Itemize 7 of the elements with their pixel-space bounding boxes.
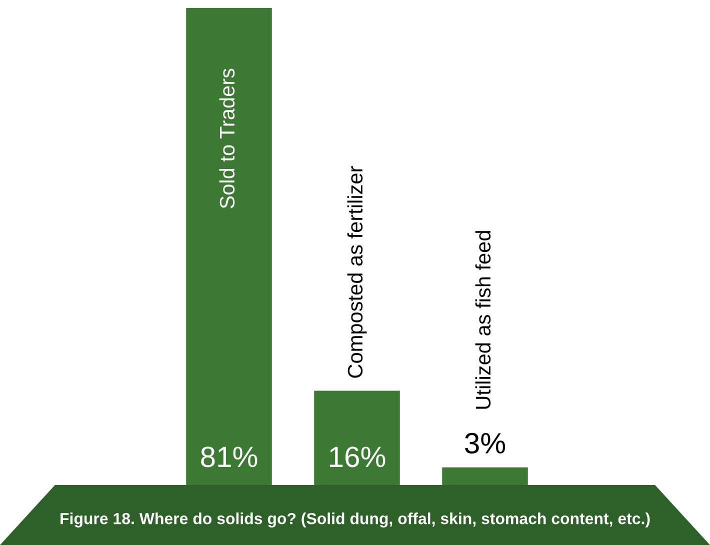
caption: Figure 18. Where do solids go? (Solid dung, offal, skin, stomach content, etc.)	[60, 512, 650, 528]
x-tick-label: Composted as fertilizer	[347, 166, 367, 378]
x-tick-label: Utilized as fish feed	[475, 231, 491, 409]
data-label: 16%	[330, 446, 386, 468]
data-label: 81%	[201, 446, 258, 468]
x-tick-label: Sold to Traders	[219, 68, 235, 208]
data-label: 3%	[465, 432, 506, 454]
